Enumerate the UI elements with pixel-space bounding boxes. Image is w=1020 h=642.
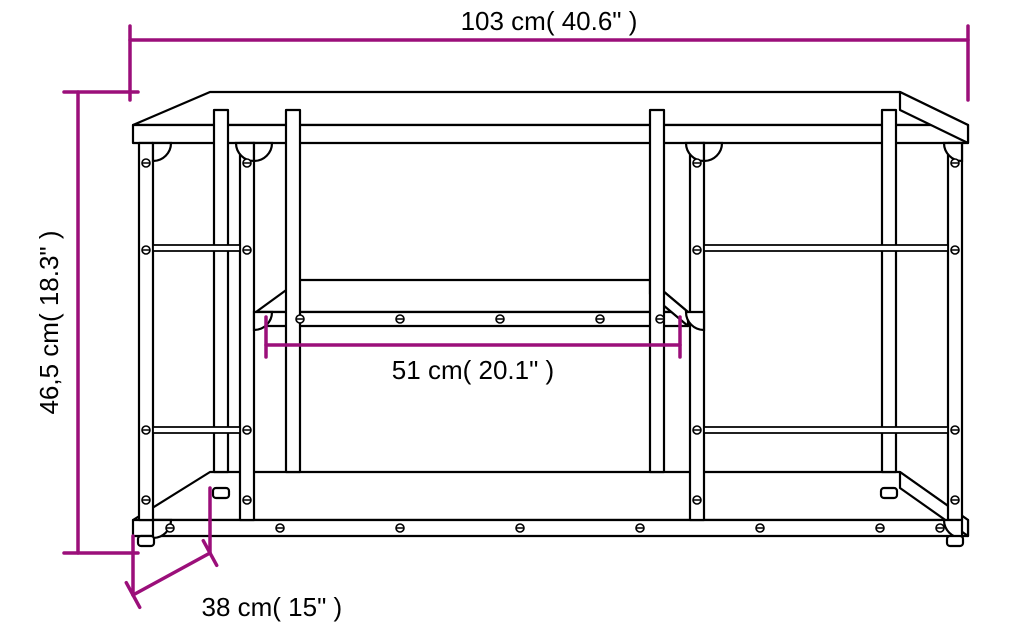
- dimension-width-label: 103 cm( 40.6" ): [461, 6, 638, 36]
- svg-text:46,5 cm( 18.3" ): 46,5 cm( 18.3" ): [34, 230, 64, 414]
- svg-text:38 cm( 15" ): 38 cm( 15" ): [202, 592, 343, 622]
- dimension-shelf-label: 51 cm( 20.1" ): [392, 355, 554, 385]
- furniture-drawing: [133, 92, 968, 546]
- dimension-depth-label: 38 cm( 15" ): [202, 592, 343, 622]
- svg-text:51 cm( 20.1" ): 51 cm( 20.1" ): [392, 355, 554, 385]
- svg-text:103 cm( 40.6" ): 103 cm( 40.6" ): [461, 6, 638, 36]
- dimension-height-label: 46,5 cm( 18.3" ): [34, 230, 64, 414]
